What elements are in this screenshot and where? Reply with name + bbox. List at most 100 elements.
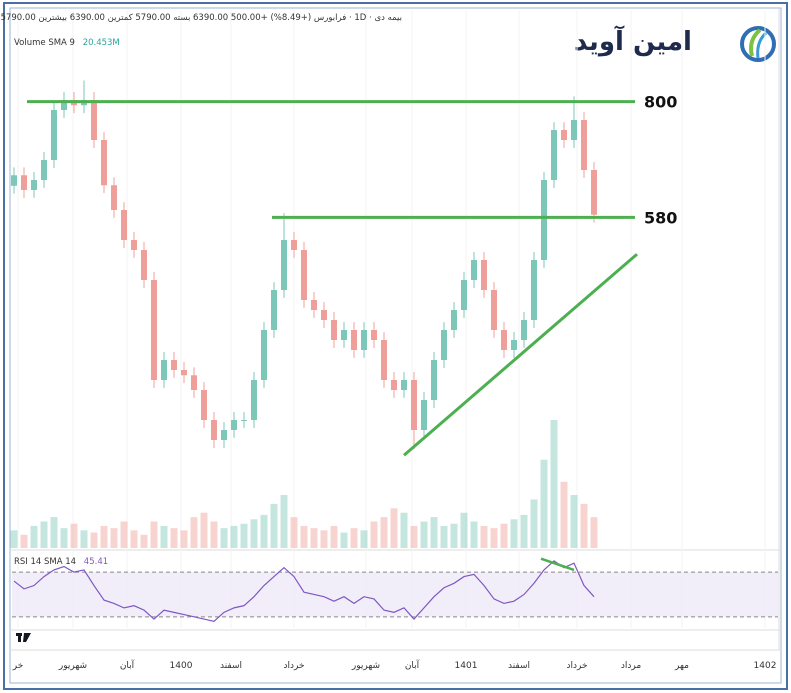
candle-body [91,100,97,140]
x-tick-label: 1401 [455,661,478,671]
candle-body [151,280,157,380]
candle-body [561,130,567,140]
candle-body [341,330,347,340]
volume-bar [300,525,308,548]
candle-body [491,290,497,330]
candle-body [451,310,457,330]
candle-body [521,320,527,340]
candle-body [371,330,377,340]
volume-bar [520,514,528,548]
candle-body [121,210,127,240]
volume-bar [130,530,138,548]
candle-body [141,250,147,280]
volume-bar [170,528,178,548]
candle-body [11,175,17,186]
logo-ring [740,26,776,62]
tv-logo-part [18,633,21,642]
volume-bar [60,528,68,548]
volume-bar [330,525,338,548]
tv-logo [16,633,31,642]
rsi-band-fill [12,572,778,617]
logo-icon [740,26,776,62]
volume-bar [220,528,228,548]
rsi-value: 45.41 [83,557,109,567]
volume-bar [150,521,158,548]
volume-bar [80,530,88,548]
x-tick-label: شهریور [58,661,87,671]
logo-leaf [749,28,762,57]
candle-body [381,340,387,380]
x-tick-label: اسفند [220,661,242,671]
frame-border [3,2,788,690]
candle-body [301,250,307,300]
volume-bar [480,525,488,548]
x-tick-label: شهریور [351,661,380,671]
volume-bar [290,517,298,548]
candle-body [41,160,47,180]
volume-bar [360,530,368,548]
volume-bar [530,499,538,548]
volume-bar [10,530,18,548]
rsi-legend: RSI 14 SMA 14 45.41 [14,557,108,567]
candle-body [281,240,287,290]
x-tick-label: 1402 [754,661,777,671]
candle-body [161,360,167,380]
trend-line [403,253,638,457]
candle-body [581,120,587,170]
volume-bar [540,459,548,548]
volume-bar [20,534,28,548]
candle-body [251,380,257,420]
candle-body [511,340,517,350]
volume-bar [340,532,348,548]
volume-bar [280,495,288,548]
volume-bar [40,521,48,548]
volume-bar [380,517,388,548]
volume-bar [390,508,398,548]
volume-bar [490,528,498,548]
volume-bar [140,534,148,548]
candle-body [261,330,267,380]
volume-bar [200,512,208,548]
candle-body [351,330,357,350]
frame-inner [9,7,782,684]
logo-leaf [756,31,768,59]
x-tick-label: مرداد [621,661,641,671]
symbol-header: بیمه دی · 1D · فرابورس (+8.49%) +500.00 … [0,13,402,23]
candle-body [31,180,37,190]
volume-bar [100,525,108,548]
candle-body [431,360,437,400]
candle-body [211,420,217,440]
x-tick-label: خر [12,661,24,671]
volume-bar [370,521,378,548]
volume-bar [270,503,278,548]
volume-bar [320,530,328,548]
candle-body [241,420,247,421]
candle-body [461,280,467,310]
volume-bar [310,528,318,548]
volume-bar [350,528,358,548]
volume-bar [460,512,468,548]
volume-bar [500,523,508,548]
candle-body [291,240,297,250]
candle-body [181,370,187,376]
volume-bar [570,495,578,548]
candle-body [531,260,537,320]
candle-body [191,375,197,390]
volume-bar [590,517,598,548]
candle-body [271,290,277,330]
volume-bar [50,517,58,548]
candle-body [401,380,407,390]
volume-bar [240,523,248,548]
volume-bar [470,521,478,548]
candle-body [61,100,67,110]
candle-body [501,330,507,350]
volume-bar [560,481,568,548]
level-label: 800 [644,93,677,112]
candle-body [411,380,417,430]
candle-body [361,330,367,350]
candle-body [51,110,57,160]
volume-bar [250,519,258,548]
candle-body [231,420,237,430]
volume-value: 20.453M [82,38,120,48]
